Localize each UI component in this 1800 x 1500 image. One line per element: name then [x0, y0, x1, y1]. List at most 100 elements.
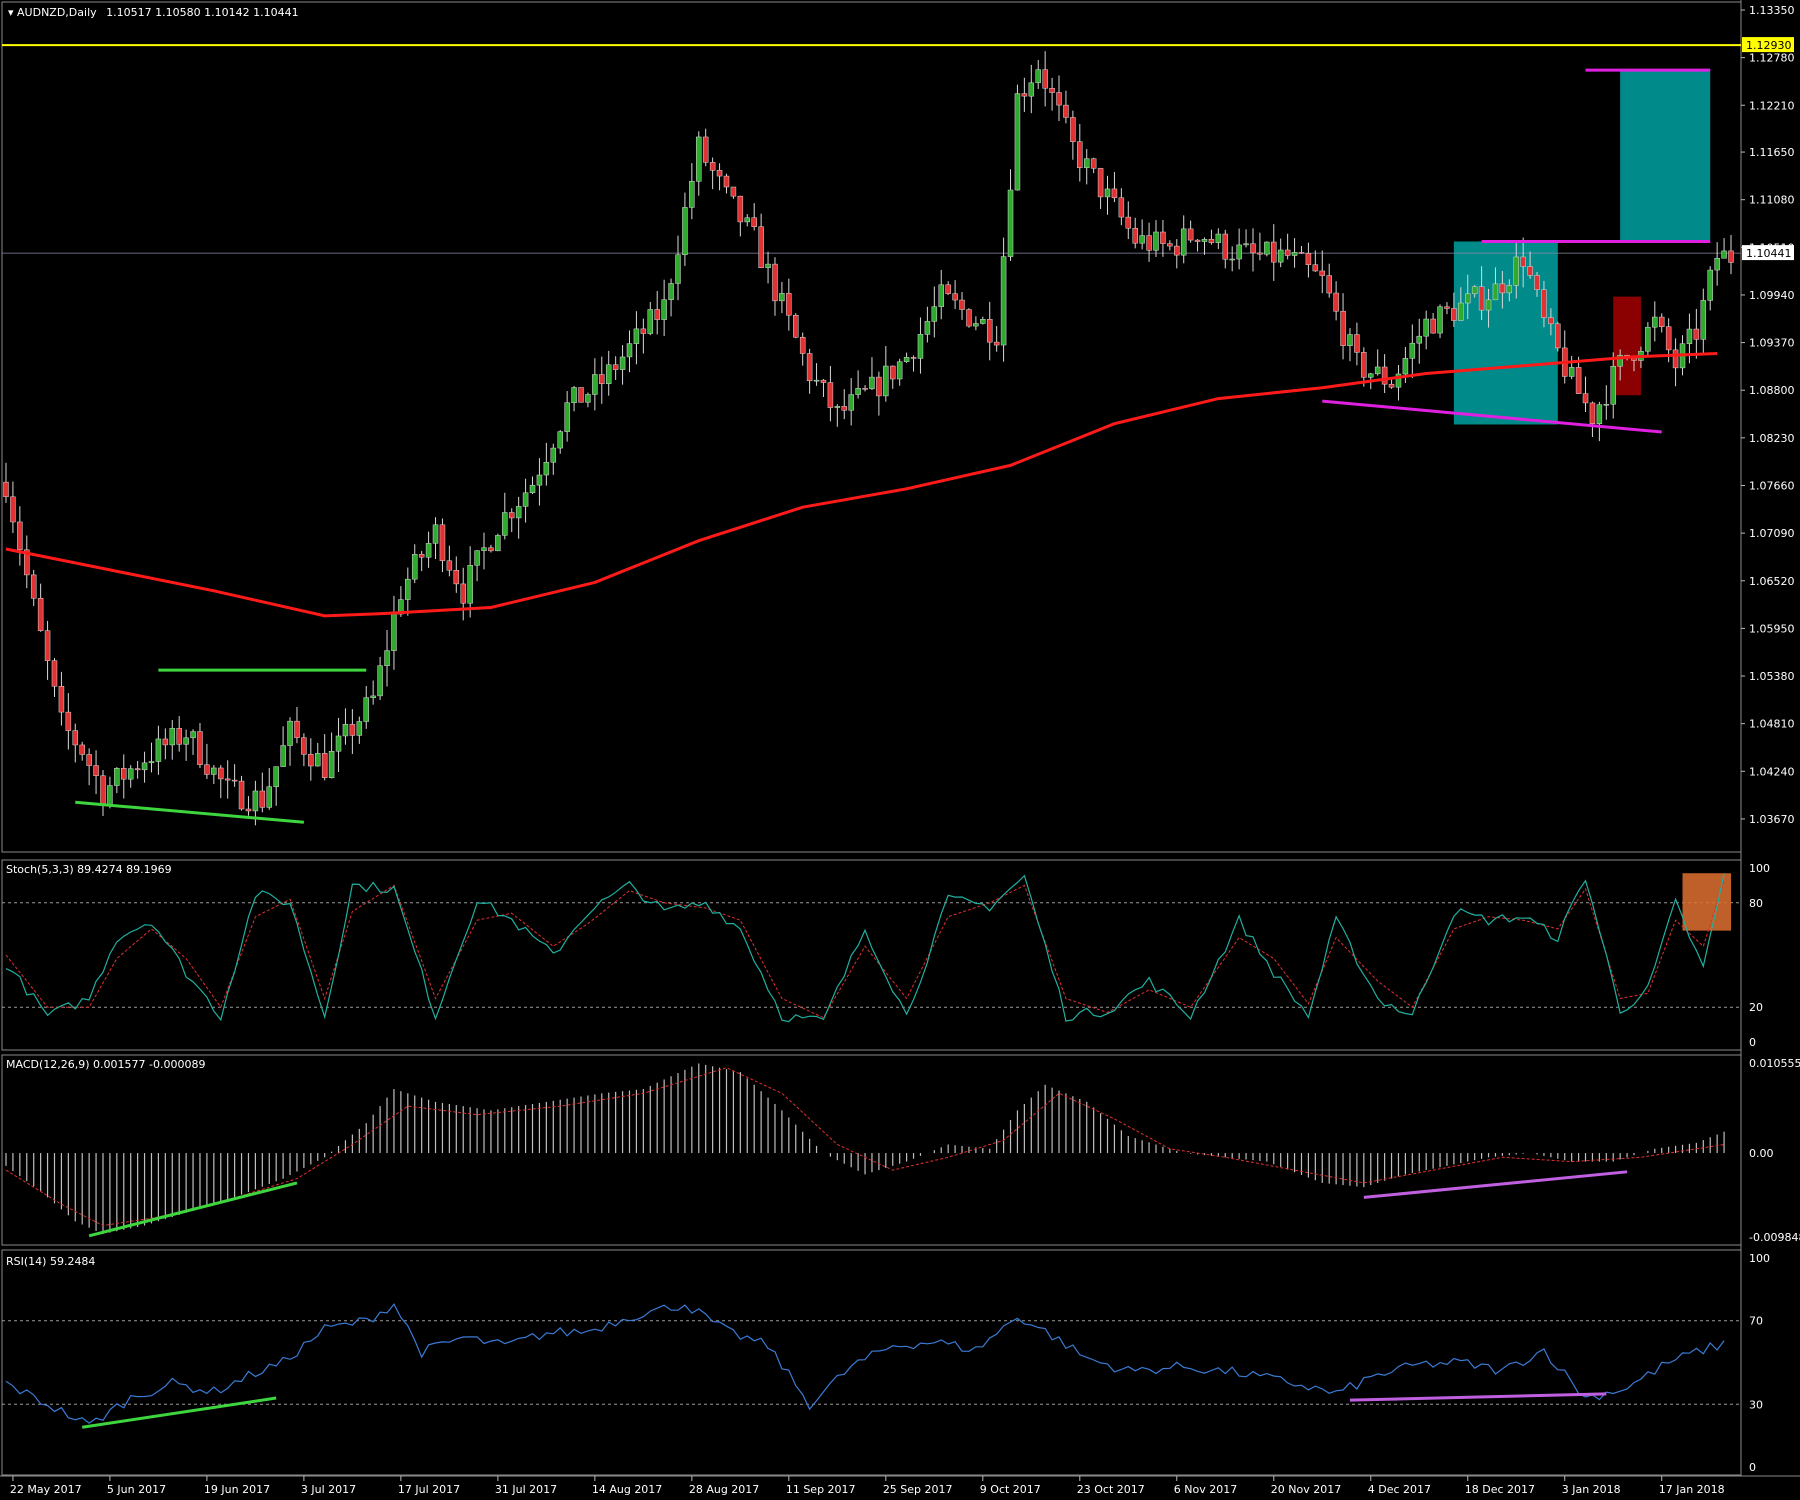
stochastic-panel[interactable]	[5, 873, 1731, 1023]
candle[interactable]	[1305, 242, 1312, 278]
candle[interactable]	[488, 544, 494, 553]
candle[interactable]	[848, 378, 854, 426]
candle[interactable]	[1194, 238, 1201, 252]
candle[interactable]	[973, 316, 979, 331]
candle[interactable]	[1548, 308, 1554, 336]
candle[interactable]	[384, 630, 390, 687]
candle[interactable]	[696, 131, 702, 196]
candle[interactable]	[765, 251, 771, 284]
candle[interactable]	[806, 348, 813, 394]
candle[interactable]	[1499, 270, 1506, 309]
candle[interactable]	[640, 318, 647, 354]
candle[interactable]	[1589, 401, 1596, 438]
candle[interactable]	[980, 316, 986, 325]
candle[interactable]	[1090, 157, 1097, 174]
candle[interactable]	[522, 478, 529, 523]
candle[interactable]	[1174, 239, 1180, 269]
candle[interactable]	[1042, 51, 1048, 107]
candle[interactable]	[813, 363, 820, 386]
candle[interactable]	[793, 313, 799, 339]
candle[interactable]	[626, 330, 633, 373]
candle[interactable]	[1333, 281, 1339, 321]
candle[interactable]	[169, 720, 176, 760]
candle[interactable]	[1541, 280, 1547, 328]
rsi-divergence-violet[interactable]	[1349, 1392, 1607, 1402]
candle[interactable]	[1250, 228, 1256, 272]
candle[interactable]	[1645, 322, 1651, 357]
candle[interactable]	[716, 163, 723, 191]
candle[interactable]	[1097, 167, 1104, 209]
candle[interactable]	[654, 291, 660, 335]
candle[interactable]	[1409, 324, 1416, 379]
candle[interactable]	[65, 693, 72, 750]
candle[interactable]	[1361, 347, 1367, 387]
candle[interactable]	[211, 764, 217, 785]
lows-trendline[interactable]	[75, 800, 305, 824]
candle[interactable]	[709, 157, 716, 190]
candle[interactable]	[72, 723, 79, 763]
candle[interactable]	[197, 723, 203, 768]
candle[interactable]	[460, 567, 466, 621]
candle[interactable]	[1492, 267, 1499, 301]
candle[interactable]	[155, 725, 162, 775]
candle[interactable]	[1077, 124, 1083, 182]
candle[interactable]	[917, 317, 924, 374]
candle[interactable]	[668, 278, 674, 317]
candle[interactable]	[1035, 60, 1041, 90]
candle[interactable]	[349, 709, 356, 754]
candle[interactable]	[993, 326, 1000, 352]
candle[interactable]	[1153, 220, 1159, 257]
candle[interactable]	[1083, 148, 1090, 185]
candle[interactable]	[294, 706, 300, 744]
candle[interactable]	[287, 717, 293, 766]
stoch-main-line[interactable]	[5, 873, 1725, 1023]
candle[interactable]	[1568, 356, 1575, 380]
candle[interactable]	[855, 370, 861, 399]
candle[interactable]	[446, 545, 453, 577]
candle[interactable]	[515, 496, 522, 539]
candle[interactable]	[1444, 302, 1450, 315]
candle[interactable]	[903, 352, 910, 363]
candle[interactable]	[1506, 279, 1513, 302]
candle[interactable]	[723, 173, 730, 194]
candle[interactable]	[259, 772, 266, 813]
candle[interactable]	[183, 729, 189, 761]
candle[interactable]	[190, 729, 196, 755]
candle[interactable]	[238, 775, 245, 811]
candle[interactable]	[273, 766, 279, 806]
candle[interactable]	[301, 733, 307, 767]
candle[interactable]	[204, 743, 210, 780]
candle[interactable]	[1721, 238, 1727, 259]
candle[interactable]	[3, 462, 9, 503]
candle[interactable]	[1423, 310, 1429, 350]
candle[interactable]	[51, 658, 58, 697]
candle[interactable]	[1284, 233, 1291, 260]
candle[interactable]	[592, 358, 598, 411]
candle[interactable]	[1381, 354, 1388, 394]
stop-zone[interactable]	[1613, 296, 1641, 396]
candle[interactable]	[370, 680, 376, 705]
candle[interactable]	[1464, 274, 1471, 320]
candle[interactable]	[1485, 288, 1492, 328]
candle[interactable]	[1728, 235, 1734, 275]
candle[interactable]	[356, 716, 363, 744]
candle[interactable]	[231, 764, 238, 787]
candle[interactable]	[786, 278, 792, 331]
candle[interactable]	[1236, 228, 1242, 270]
candle[interactable]	[502, 492, 508, 540]
candle[interactable]	[1160, 220, 1166, 257]
position-zone[interactable]	[1453, 241, 1558, 425]
candle[interactable]	[779, 281, 785, 314]
candle[interactable]	[1652, 301, 1658, 342]
candle[interactable]	[661, 279, 667, 337]
candle[interactable]	[1187, 220, 1194, 243]
candle[interactable]	[86, 748, 92, 786]
candle[interactable]	[550, 443, 557, 475]
candle[interactable]	[391, 595, 397, 670]
candle[interactable]	[1049, 77, 1055, 111]
candle[interactable]	[1229, 246, 1235, 272]
candle[interactable]	[682, 192, 688, 266]
candle[interactable]	[862, 385, 868, 392]
candle[interactable]	[737, 195, 744, 237]
candle[interactable]	[557, 429, 563, 454]
